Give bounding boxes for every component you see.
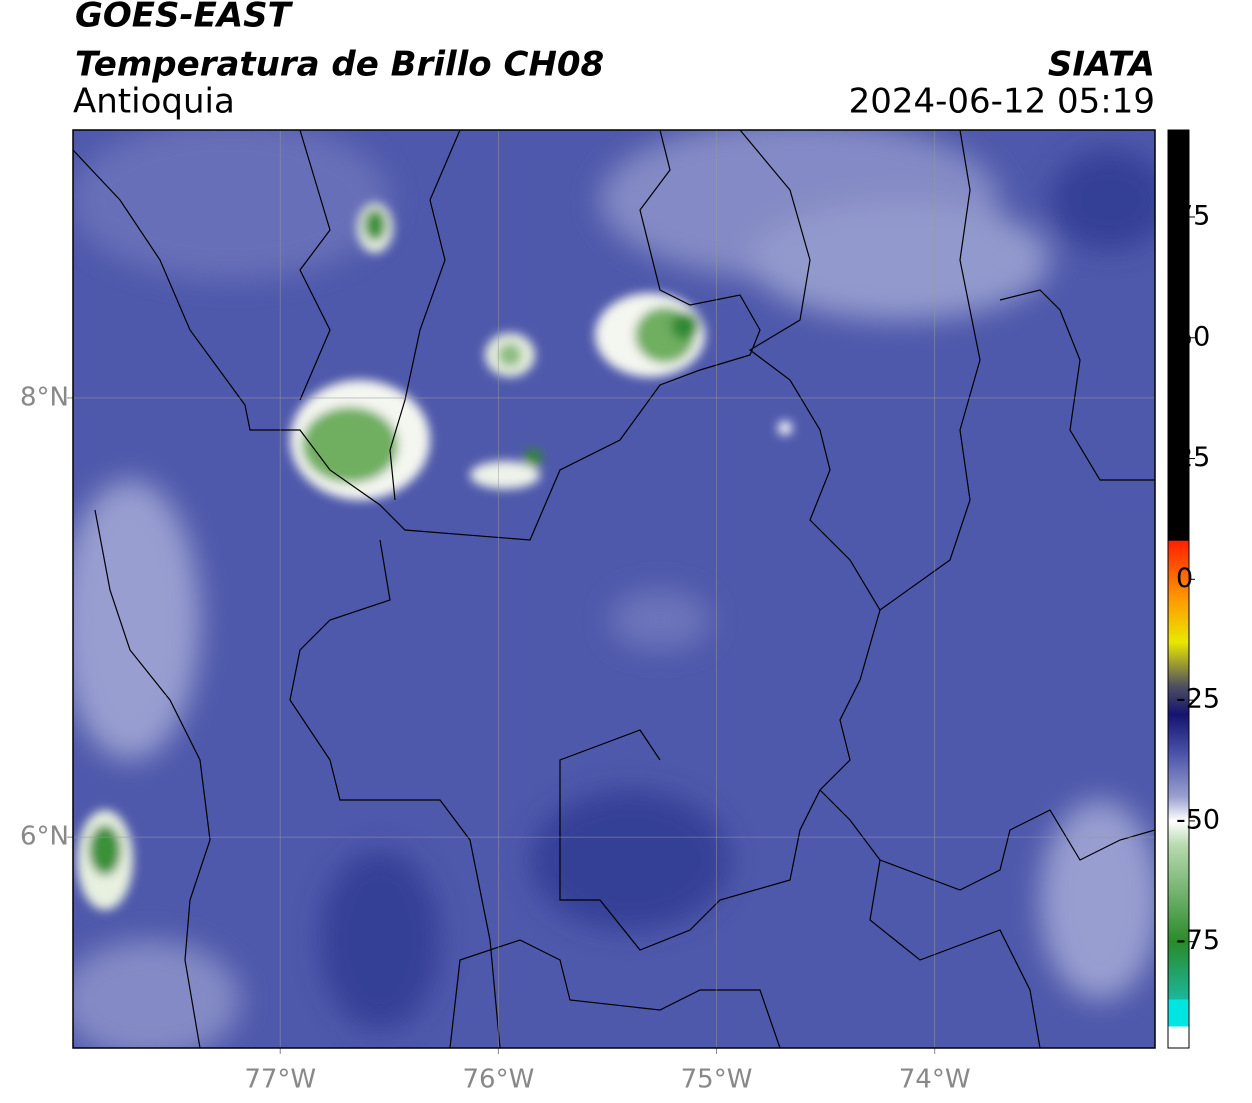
x-tick-label: 74°W: [899, 1065, 971, 1095]
colorbar-tick-label: -25: [1176, 684, 1220, 715]
colorbar-tick-label: 0: [1176, 563, 1193, 594]
colorbar-tick-label: -50: [1176, 804, 1220, 835]
subtitle: Temperatura de Brillo CH08: [75, 45, 604, 85]
y-tick-label: 6°N: [20, 822, 69, 852]
x-tick-label: 75°W: [681, 1065, 753, 1095]
colorbar-tick-label: -75: [1176, 925, 1220, 956]
map-field: [73, 130, 1155, 1048]
colorbar-tick-label: 50: [1176, 321, 1210, 352]
y-tick-label: 8°N: [20, 382, 69, 412]
x-tick-label: 77°W: [244, 1065, 316, 1095]
source: SIATA: [1048, 45, 1155, 85]
colorbar-tick-label: 75: [1176, 200, 1210, 231]
x-tick-label: 76°W: [462, 1065, 534, 1095]
region: Antioquia: [73, 82, 235, 122]
colorbar: [1167, 129, 1190, 1049]
map-frame: [72, 129, 1156, 1049]
colorbar-tick-label: 25: [1176, 442, 1210, 473]
timestamp: 2024-06-12 05:19: [849, 82, 1155, 122]
title: GOES-EAST: [75, 0, 294, 36]
